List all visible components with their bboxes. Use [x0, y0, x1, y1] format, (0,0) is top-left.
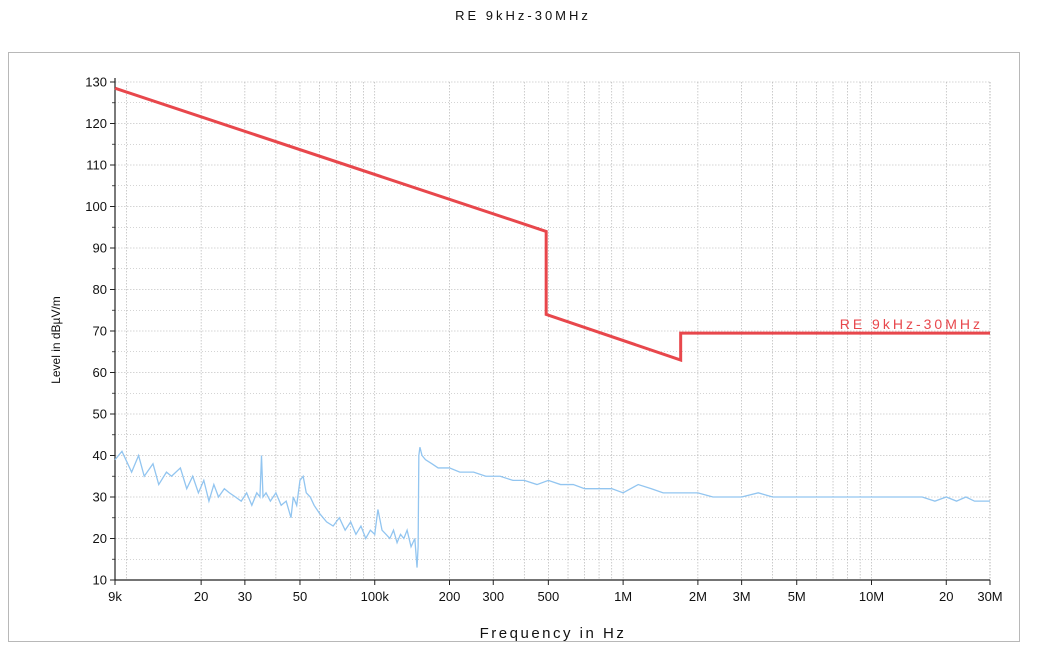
y-tick-label: 80: [93, 282, 107, 297]
series: [114, 86, 990, 568]
y-tick-label: 110: [86, 158, 107, 173]
y-tick-label: 40: [93, 448, 107, 463]
measurement-trace: [114, 447, 990, 568]
x-tick-label: 30M: [977, 589, 1002, 604]
x-tick-label: 9k: [108, 589, 122, 604]
x-tick-label: 300: [482, 589, 504, 604]
y-tick-label: 100: [85, 199, 107, 214]
axes: [110, 78, 991, 585]
limit-line: [114, 86, 990, 363]
x-axis-title: Frequency in Hz: [480, 625, 627, 642]
x-tick-label: 30: [238, 589, 252, 604]
y-tick-label: 120: [85, 116, 107, 131]
y-tick-label: 70: [93, 324, 107, 339]
y-tick-label: 130: [85, 75, 107, 90]
y-axis-title: Level in dBµV/m: [49, 296, 63, 384]
x-tick-label: 2M: [689, 589, 707, 604]
y-tick-label: 90: [93, 241, 107, 256]
chart-title: RE 9kHz-30MHz: [455, 8, 591, 23]
y-tick-label: 60: [93, 365, 107, 380]
x-tick-label: 3M: [733, 589, 751, 604]
y-tick-label: 20: [93, 531, 107, 546]
x-tick-label: 100k: [361, 589, 390, 604]
x-tick-label: 5M: [788, 589, 806, 604]
x-tick-label: 20: [194, 589, 208, 604]
y-tick-label: 50: [93, 407, 107, 422]
y-tick-label: 10: [93, 573, 107, 588]
x-tick-label: 500: [537, 589, 559, 604]
plot-frame: [8, 52, 1020, 642]
limit-line-label: RE 9kHz-30MHz: [840, 316, 983, 332]
y-tick-label: 30: [93, 490, 107, 505]
annotations: RE 9kHz-30MHz: [840, 316, 983, 332]
x-tick-label: 1M: [614, 589, 632, 604]
x-tick-label: 20: [939, 589, 953, 604]
x-tick-label: 200: [439, 589, 461, 604]
x-tick-label: 10M: [859, 589, 884, 604]
y-tick-labels: 10 20 30 40 50 60 70 80 90 100 110 120 130: [85, 75, 107, 588]
x-tick-label: 50: [293, 589, 307, 604]
x-tick-labels: 9k 20 30 50 100k 200 300 500 1M 2M 3M 5M 10M 20 30M: [108, 589, 1003, 604]
